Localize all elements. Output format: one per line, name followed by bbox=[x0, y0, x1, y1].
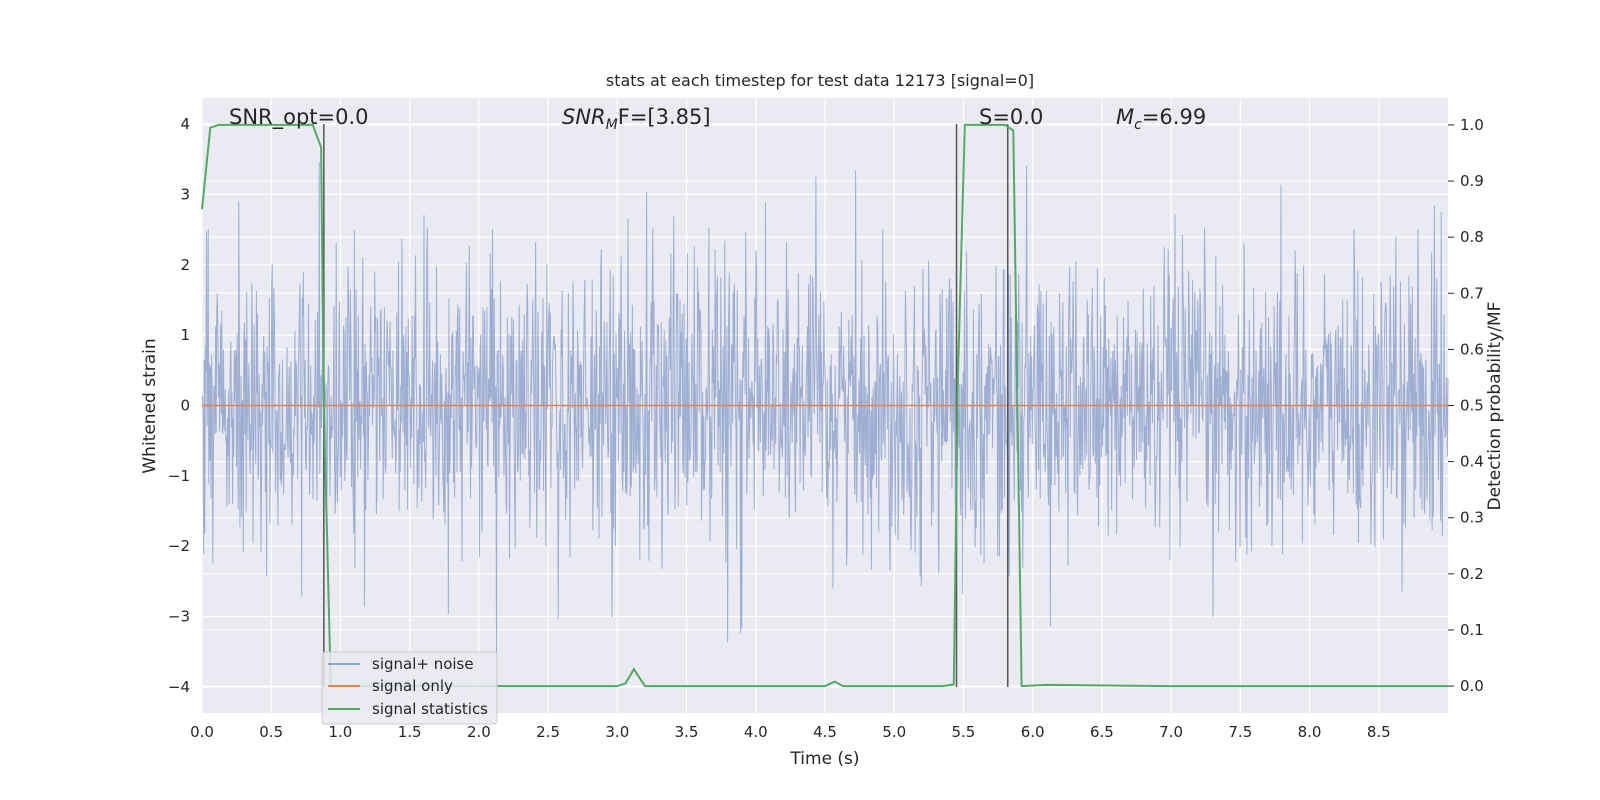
y2-tick-label: 0.5 bbox=[1460, 397, 1484, 415]
y2-tick-labels: 1.0 0.9 0.8 0.7 0.6 0.5 0.4 0.3 0.2 0.1 0.0 bbox=[1448, 116, 1484, 695]
chart-title: stats at each timestep for test data 121… bbox=[606, 71, 1034, 90]
y2-tick-label: 0.6 bbox=[1460, 340, 1484, 358]
x-tick-label: 1.0 bbox=[329, 723, 353, 741]
x-tick-label: 3.0 bbox=[605, 723, 629, 741]
y-tick-label: 2 bbox=[180, 256, 190, 274]
x-tick-label: 5.0 bbox=[882, 723, 906, 741]
x-tick-label: 0.5 bbox=[259, 723, 283, 741]
x-tick-labels: 0.0 0.5 1.0 1.5 2.0 2.5 3.0 3.5 4.0 4.5 5.0 5.5 6.0 6… bbox=[190, 723, 1391, 741]
x-tick-label: 4.5 bbox=[813, 723, 837, 741]
y2-tick-label: 0.1 bbox=[1460, 621, 1484, 639]
y-tick-label: 1 bbox=[180, 326, 190, 344]
y-tick-label: 3 bbox=[180, 185, 190, 203]
y-tick-label: −3 bbox=[168, 608, 190, 626]
y-tick-label: −2 bbox=[168, 537, 190, 555]
legend-box bbox=[321, 651, 498, 725]
snr-mf-sub: M bbox=[606, 117, 618, 133]
y-tick-label: 0 bbox=[180, 397, 190, 415]
y-axis-label: Whitened strain bbox=[140, 338, 160, 473]
snr-mf-rest: F=[3.85] bbox=[618, 105, 711, 129]
y2-tick-label: 0.0 bbox=[1460, 677, 1484, 695]
x-axis-label: Time (s) bbox=[789, 749, 859, 769]
noise-trace bbox=[201, 161, 1449, 659]
y2-tick-label: 0.2 bbox=[1460, 565, 1484, 583]
statistics-line bbox=[201, 123, 1448, 688]
statistics-series bbox=[201, 123, 1448, 688]
y2-tick-label: 0.9 bbox=[1460, 172, 1484, 190]
y2-tick-label: 0.7 bbox=[1460, 284, 1484, 302]
snr-mf-main: SNR bbox=[562, 105, 606, 129]
x-tick-label: 7.5 bbox=[1228, 723, 1252, 741]
annotation-snr-opt: SNR_opt=0.0 bbox=[229, 105, 369, 130]
mc-rest: =6.99 bbox=[1142, 105, 1206, 129]
mc-main: M bbox=[1116, 105, 1134, 129]
x-tick-label: 8.0 bbox=[1298, 723, 1322, 741]
annotation-snr-mf: SNRMF=[3.85] bbox=[562, 105, 711, 133]
y-tick-label: −1 bbox=[168, 467, 190, 485]
annotation-mc: Mc=6.99 bbox=[1116, 105, 1206, 133]
y2-tick-label: 1.0 bbox=[1460, 116, 1484, 134]
y2-tick-label: 0.3 bbox=[1460, 509, 1484, 527]
y-tick-label: 4 bbox=[180, 115, 190, 133]
y2-tick-label: 0.8 bbox=[1460, 228, 1484, 246]
x-tick-label: 7.0 bbox=[1159, 723, 1183, 741]
y-tick-label: −4 bbox=[168, 678, 190, 696]
y2-tick-label: 0.4 bbox=[1460, 453, 1484, 471]
y2-axis-label: Detection probability/MF bbox=[1485, 302, 1505, 511]
x-tick-label: 5.5 bbox=[952, 723, 976, 741]
y-tick-labels: 4 3 2 1 0 −1 −2 −3 −4 bbox=[168, 115, 190, 696]
x-tick-label: 0.0 bbox=[190, 723, 214, 741]
x-tick-label: 2.5 bbox=[536, 723, 560, 741]
legend-label-signal: signal only bbox=[372, 677, 453, 695]
x-tick-label: 3.5 bbox=[675, 723, 699, 741]
noise-series bbox=[201, 161, 1449, 659]
x-tick-label: 1.5 bbox=[398, 723, 422, 741]
x-tick-label: 6.5 bbox=[1090, 723, 1114, 741]
annotation-s-stat: S=0.0 bbox=[979, 105, 1043, 129]
legend-label-statistics: signal statistics bbox=[372, 700, 488, 718]
x-tick-label: 4.0 bbox=[744, 723, 768, 741]
x-tick-label: 2.0 bbox=[467, 723, 491, 741]
x-tick-label: 6.0 bbox=[1021, 723, 1045, 741]
legend-label-noise: signal+ noise bbox=[372, 655, 474, 673]
mc-sub: c bbox=[1134, 117, 1142, 133]
legend: signal+ noise signal only signal statist… bbox=[321, 651, 498, 725]
x-tick-label: 8.5 bbox=[1367, 723, 1391, 741]
